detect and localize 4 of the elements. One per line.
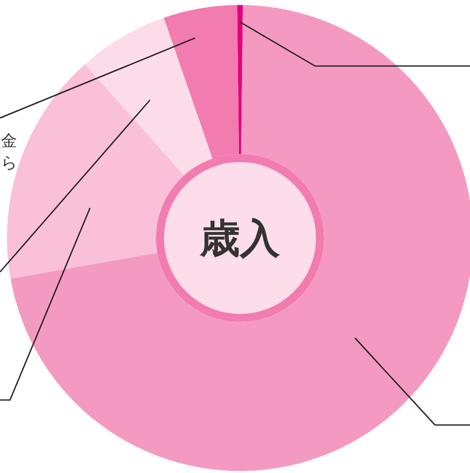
text: 金 bbox=[1, 131, 17, 150]
text: ら bbox=[1, 153, 17, 172]
text: 歳入 bbox=[199, 216, 281, 262]
donut-slice bbox=[237, 5, 243, 154]
